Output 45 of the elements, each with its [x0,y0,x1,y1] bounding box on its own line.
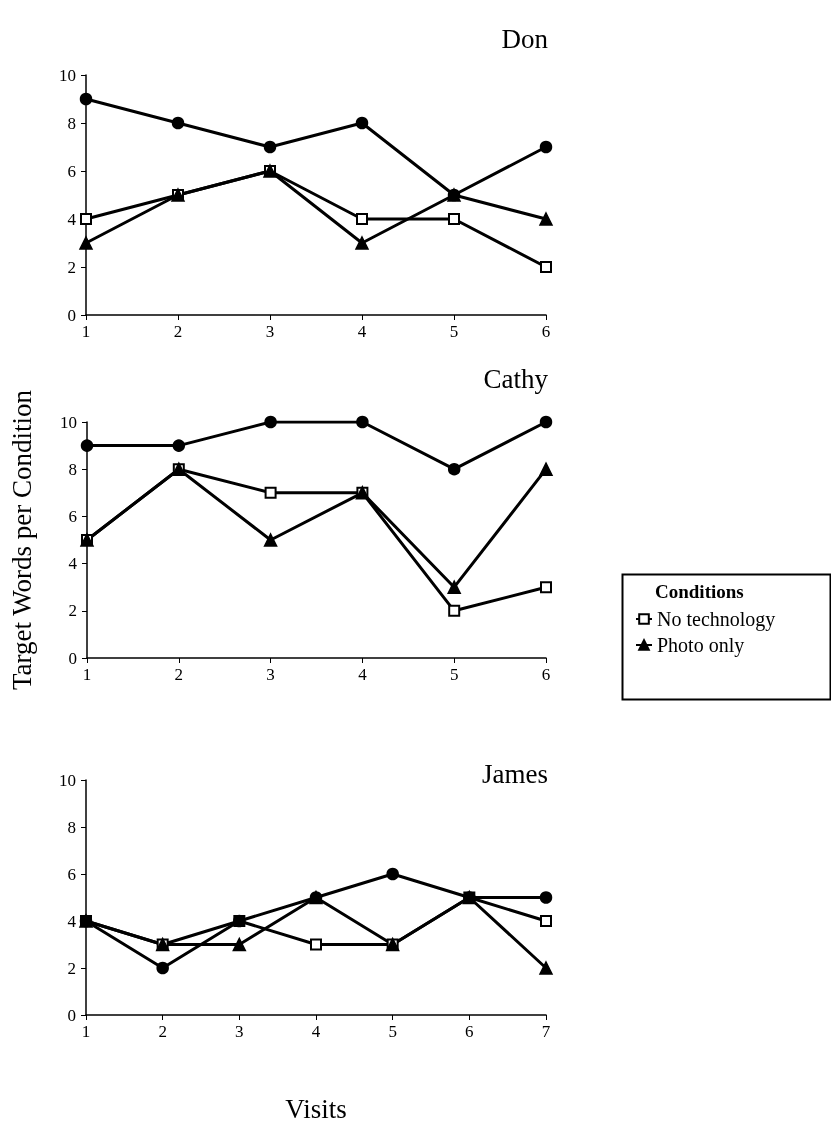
y-tick-label: 6 [67,864,76,884]
x-tick-label: 4 [311,1022,321,1041]
y-tick-label: 8 [68,459,77,479]
x-tick-label: 2 [158,1022,167,1041]
y-tick-label: 0 [67,1005,76,1025]
y-tick-label: 6 [68,506,77,526]
x-tick-label: 5 [388,1022,397,1041]
x-tick-label: 2 [173,322,183,341]
y-tick-label: 4 [67,209,77,229]
x-axis-title: Visits [285,1093,347,1124]
y-tick-label: 8 [67,817,76,837]
x-tick-label: 5 [449,665,459,684]
x-tick-label: 4 [357,322,367,341]
chart-title: Cathy [483,363,549,394]
y-tick-label: 4 [68,554,78,574]
y-tick-label: 10 [59,770,76,790]
x-tick-label: 3 [235,1022,244,1041]
y-tick-label: 0 [67,305,76,325]
y-tick-label: 10 [59,65,76,85]
x-tick-label: 7 [541,1022,551,1041]
y-tick-label: 2 [67,958,76,978]
y-tick-label: 2 [68,601,77,621]
y-tick-label: 8 [67,113,76,133]
chart-title: James [482,758,548,789]
y-tick-label: 0 [68,648,77,668]
legend-label: Photo only [657,634,745,657]
y-tick-label: 4 [67,911,77,931]
y-tick-label: 6 [67,161,76,181]
x-tick-label: 2 [174,665,184,684]
x-tick-label: 4 [358,665,368,684]
chart-title: Don [501,23,549,54]
legend-title: Conditions [655,581,744,602]
x-tick-label: 5 [449,322,459,341]
x-tick-label: 1 [81,322,91,341]
x-tick-label: 3 [265,322,275,341]
x-tick-label: 6 [541,322,551,341]
x-tick-label: 1 [81,1022,91,1041]
x-tick-label: 6 [465,1022,474,1041]
y-tick-label: 10 [60,412,77,432]
legend-label: No technology [657,608,776,631]
y-tick-label: 2 [67,257,76,277]
y-axis-title: Target Words per Condition [6,389,37,691]
x-tick-label: 1 [82,665,92,684]
x-tick-label: 3 [266,665,275,684]
x-tick-label: 6 [541,665,551,684]
